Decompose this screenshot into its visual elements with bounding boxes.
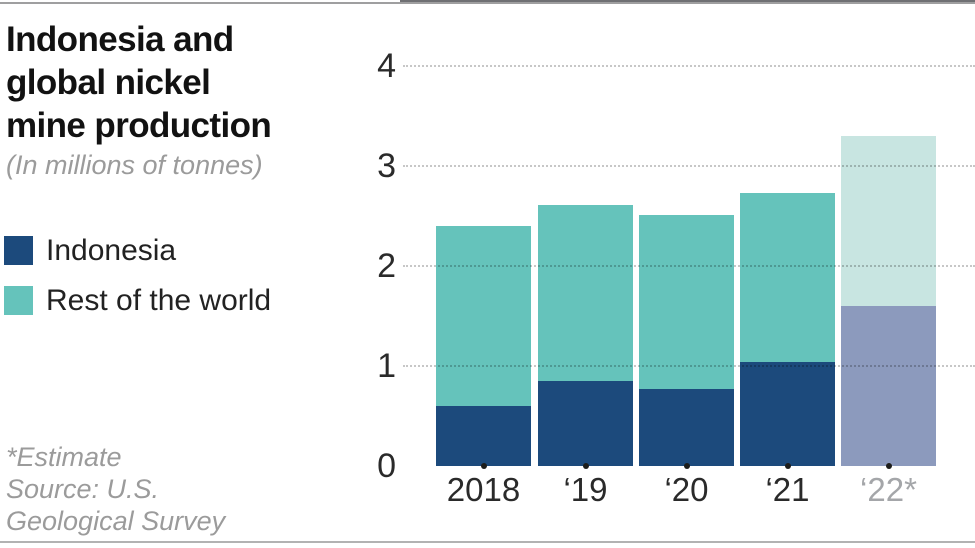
y-axis-tick-label: 3 [377,147,396,185]
footnote-source: *Estimate Source: U.S. Geological Survey [6,442,226,536]
x-axis-tick-dot [885,463,892,469]
bar-indonesia-20 [639,389,734,466]
x-axis-line [400,0,975,2]
bar-rest-of-world-2018 [436,226,531,406]
bar-indonesia-2018 [436,406,531,466]
chart-subtitle: (In millions of tonnes) [6,150,263,180]
y-axis-tick-label: 2 [377,247,396,285]
bottom-rule [0,541,975,543]
bar-indonesia-22 [841,306,936,466]
bar-indonesia-21 [740,362,835,466]
gridline-y3 [403,165,975,167]
bar-rest-of-world-20 [639,215,734,389]
gridline-y4 [403,65,975,67]
x-axis-tick-dot [480,463,487,469]
x-axis-tick-dot [683,463,690,469]
x-axis-label-19: ‘19 [563,471,608,508]
bar-indonesia-19 [538,381,633,466]
y-axis-tick-label: 4 [377,47,396,85]
page-title: Indonesia and global nickel mine product… [6,20,272,145]
x-axis-label-20: ‘20 [664,471,709,508]
bar-rest-of-world-22 [841,136,936,306]
indonesia-swatch [4,236,33,265]
bar-rest-of-world-21 [740,193,835,362]
legend: Indonesia Rest of the world [4,233,364,336]
x-axis-label-22: ‘22* [860,471,917,508]
top-rule [0,2,975,4]
y-axis-tick-label: 1 [377,347,396,385]
x-axis-label-21: ‘21 [765,471,810,508]
legend-item-indonesia: Indonesia [4,233,364,267]
bar-rest-of-world-19 [538,205,633,381]
legend-item-rest-of-world: Rest of the world [4,283,364,317]
gridline-y2 [403,265,975,267]
x-axis-tick-dot [582,463,589,469]
x-axis-tick-dot [784,463,791,469]
rest-of-world-swatch [4,286,33,315]
gridline-y1 [403,365,975,367]
x-axis-label-2018: 2018 [446,471,521,508]
legend-label: Indonesia [46,233,177,267]
y-axis-tick-label: 0 [377,447,396,485]
legend-label: Rest of the world [46,283,272,317]
